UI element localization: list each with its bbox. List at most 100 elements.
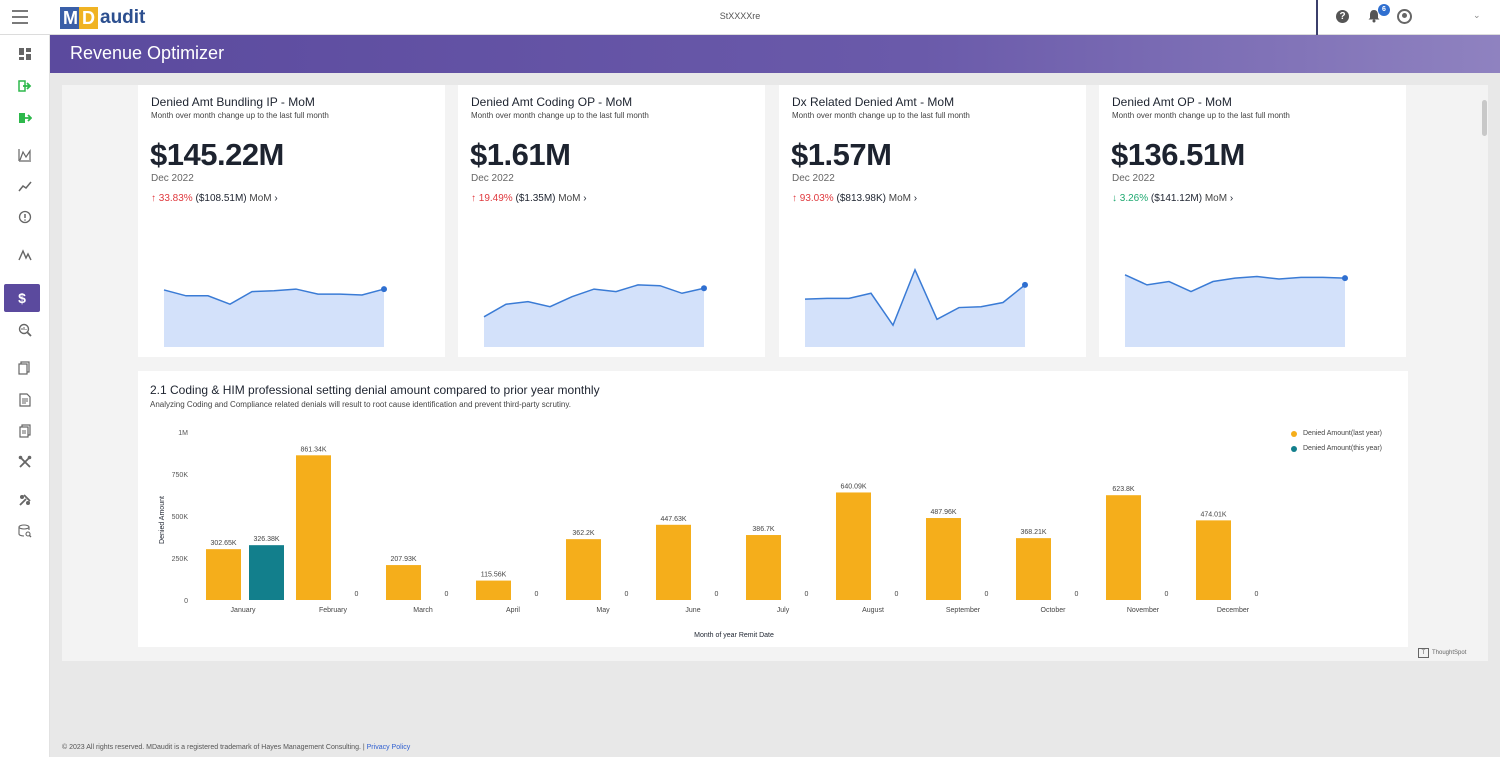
kpi-subtitle: Month over month change up to the last f… bbox=[471, 111, 649, 120]
area-chart-icon[interactable] bbox=[0, 142, 50, 168]
bar-value-label: 207.93K bbox=[390, 556, 416, 563]
y-tick-label: 500K bbox=[172, 514, 189, 521]
sparkline-last-point[interactable] bbox=[1022, 281, 1028, 288]
chevron-right-icon: › bbox=[1229, 193, 1234, 204]
trend-line-icon[interactable] bbox=[0, 173, 50, 199]
legend-item[interactable]: Denied Amount(this year) bbox=[1291, 441, 1382, 456]
sparkline-last-point[interactable] bbox=[701, 285, 707, 292]
legend-label: Denied Amount(last year) bbox=[1303, 430, 1382, 437]
sidebar: $ bbox=[0, 35, 50, 757]
bar[interactable] bbox=[1016, 538, 1051, 600]
x-tick-label: January bbox=[231, 607, 256, 614]
change-label: MoM bbox=[888, 193, 911, 204]
kpi-subtitle: Month over month change up to the last f… bbox=[1112, 111, 1290, 120]
bar-value-label: 368.21K bbox=[1020, 529, 1046, 536]
chart-title: 2.1 Coding & HIM professional setting de… bbox=[150, 383, 600, 397]
x-tick-label: March bbox=[413, 607, 433, 614]
kpi-card[interactable]: Denied Amt Bundling IP - MoM Month over … bbox=[138, 85, 445, 357]
organization-name: StXXXXre bbox=[719, 11, 761, 21]
bar[interactable] bbox=[1196, 520, 1231, 600]
settings-tools-icon[interactable] bbox=[0, 487, 50, 513]
change-label: MoM bbox=[1204, 193, 1228, 204]
y-tick-label: 0 bbox=[184, 598, 188, 605]
menu-icon[interactable] bbox=[12, 10, 28, 24]
chevron-right-icon: › bbox=[274, 193, 278, 204]
kpi-value: $1.57M bbox=[791, 137, 892, 172]
x-tick-label: October bbox=[1041, 607, 1067, 614]
x-tick-label: June bbox=[685, 607, 700, 614]
arrow-up-icon: ↑ bbox=[792, 193, 797, 204]
privacy-policy-link[interactable]: Privacy Policy bbox=[366, 744, 411, 751]
arrow-down-icon: ↓ bbox=[1112, 193, 1117, 204]
kpi-change[interactable]: ↑ 93.03% ($813.98K) MoM › bbox=[792, 193, 917, 204]
bar-value-label: 0 bbox=[1255, 591, 1259, 598]
export-icon[interactable] bbox=[0, 105, 50, 131]
notification-bell-icon[interactable] bbox=[1367, 9, 1381, 23]
notification-count-badge: 6 bbox=[1378, 4, 1390, 16]
bar[interactable] bbox=[746, 535, 781, 600]
y-axis-title: Denied Amount bbox=[159, 496, 166, 544]
bar[interactable] bbox=[206, 549, 241, 600]
bar[interactable] bbox=[926, 518, 961, 600]
bar[interactable] bbox=[249, 545, 284, 600]
bar-value-label: 0 bbox=[715, 591, 719, 598]
sparkline-chart bbox=[1124, 274, 1348, 347]
bar-value-label: 447.63K bbox=[660, 516, 686, 523]
kpi-card[interactable]: Dx Related Denied Amt - MoM Month over m… bbox=[779, 85, 1086, 357]
vertical-scrollbar[interactable] bbox=[1482, 100, 1487, 136]
bar[interactable] bbox=[476, 580, 511, 600]
documents-stack-icon[interactable] bbox=[0, 418, 50, 444]
alert-circle-icon[interactable] bbox=[0, 204, 50, 230]
x-tick-label: September bbox=[946, 607, 981, 614]
search-analysis-icon[interactable] bbox=[0, 317, 50, 343]
bar[interactable] bbox=[386, 565, 421, 600]
bar-value-label: 640.09K bbox=[840, 483, 866, 490]
kpi-change[interactable]: ↑ 33.83% ($108.51M) MoM › bbox=[151, 193, 278, 204]
kpi-card[interactable]: Denied Amt OP - MoM Month over month cha… bbox=[1099, 85, 1406, 357]
bar-value-label: 0 bbox=[535, 591, 539, 598]
kpi-title: Denied Amt Coding OP - MoM bbox=[471, 95, 633, 109]
kpi-card[interactable]: Denied Amt Coding OP - MoM Month over mo… bbox=[458, 85, 765, 357]
legend-swatch bbox=[1291, 445, 1297, 452]
legend-item[interactable]: Denied Amount(last year) bbox=[1291, 426, 1382, 441]
tools-icon[interactable] bbox=[0, 449, 50, 475]
revenue-dollar-icon[interactable]: $ bbox=[4, 284, 40, 312]
bar[interactable] bbox=[1106, 495, 1141, 600]
bar[interactable] bbox=[656, 524, 691, 600]
change-amount: ($141.12M) bbox=[1150, 193, 1203, 204]
y-tick-label: 250K bbox=[172, 556, 189, 563]
help-icon[interactable]: ? bbox=[1336, 10, 1349, 23]
change-label: MoM bbox=[558, 193, 581, 204]
divider bbox=[1316, 0, 1318, 35]
sign-in-icon[interactable] bbox=[0, 73, 50, 99]
chart-subtitle: Analyzing Coding and Compliance related … bbox=[150, 400, 571, 409]
sparkline-line bbox=[483, 284, 705, 318]
x-tick-label: December bbox=[1217, 607, 1250, 614]
bar[interactable] bbox=[566, 539, 601, 600]
kpi-change[interactable]: ↓ 3.26% ($141.12M) MoM › bbox=[1112, 193, 1233, 204]
sparkline-line bbox=[1124, 274, 1346, 293]
bar[interactable] bbox=[296, 455, 331, 600]
chevron-down-icon[interactable]: ⌄ bbox=[1473, 10, 1481, 20]
sparkline-last-point[interactable] bbox=[1342, 275, 1348, 282]
kpi-change[interactable]: ↑ 19.49% ($1.35M) MoM › bbox=[471, 193, 587, 204]
bar-chart-card[interactable]: 2.1 Coding & HIM professional setting de… bbox=[138, 371, 1408, 647]
sparkline-chart bbox=[483, 284, 707, 347]
dashboard-icon[interactable] bbox=[0, 41, 50, 67]
sparkline-area bbox=[805, 269, 1025, 347]
user-avatar-icon[interactable] bbox=[1397, 9, 1412, 24]
bar-chart: 0 250K 500K 750K 1M Denied Amount Month of yea… bbox=[159, 430, 1259, 639]
kpi-subtitle: Month over month change up to the last f… bbox=[792, 111, 970, 120]
copy-document-icon[interactable] bbox=[0, 355, 50, 381]
change-amount: ($108.51M) bbox=[195, 193, 247, 204]
bar-value-label: 0 bbox=[895, 591, 899, 598]
document-icon[interactable] bbox=[0, 387, 50, 413]
kpi-date: Dec 2022 bbox=[151, 173, 194, 184]
sparkline-last-point[interactable] bbox=[381, 286, 387, 293]
x-tick-label: November bbox=[1127, 607, 1160, 614]
database-search-icon[interactable] bbox=[0, 518, 50, 544]
analytics-icon[interactable] bbox=[0, 242, 50, 268]
page-title: Revenue Optimizer bbox=[70, 43, 225, 63]
bar[interactable] bbox=[836, 492, 871, 600]
